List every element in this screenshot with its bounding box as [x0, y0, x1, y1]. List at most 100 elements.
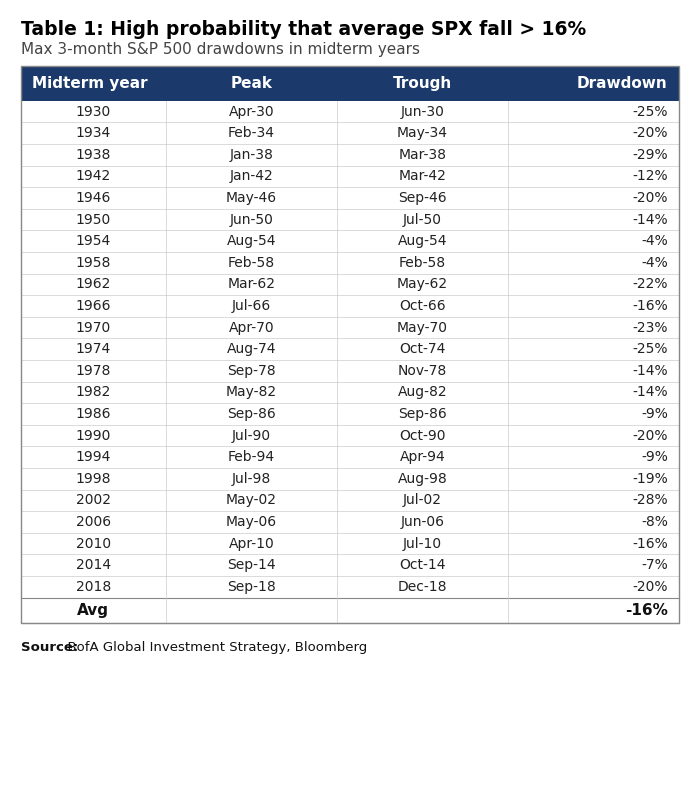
Text: Jun-50: Jun-50 — [230, 213, 273, 226]
Bar — [21, 446, 679, 468]
Text: Jun-06: Jun-06 — [400, 515, 444, 529]
Text: -22%: -22% — [632, 278, 668, 291]
Text: Sep-86: Sep-86 — [227, 407, 276, 421]
Text: Mar-42: Mar-42 — [398, 170, 447, 183]
Text: 1990: 1990 — [76, 429, 111, 442]
Text: Jul-10: Jul-10 — [402, 537, 442, 550]
Bar — [21, 274, 679, 295]
Text: May-46: May-46 — [225, 191, 277, 205]
Text: Midterm year: Midterm year — [32, 76, 148, 90]
Text: -20%: -20% — [632, 580, 668, 594]
Text: 1978: 1978 — [76, 364, 111, 378]
Bar — [21, 252, 679, 274]
Bar — [21, 166, 679, 187]
Text: -28%: -28% — [632, 494, 668, 507]
Text: Trough: Trough — [393, 76, 452, 90]
Text: Apr-30: Apr-30 — [228, 105, 274, 118]
Text: Table 1: High probability that average SPX fall > 16%: Table 1: High probability that average S… — [21, 20, 587, 39]
Text: Jul-66: Jul-66 — [232, 299, 271, 313]
Text: Oct-66: Oct-66 — [399, 299, 446, 313]
Bar — [21, 209, 679, 230]
Text: Source:: Source: — [21, 641, 78, 654]
Text: -20%: -20% — [632, 429, 668, 442]
Text: Dec-18: Dec-18 — [398, 580, 447, 594]
Text: -7%: -7% — [641, 558, 668, 572]
Text: Aug-74: Aug-74 — [227, 342, 276, 356]
Text: Sep-46: Sep-46 — [398, 191, 447, 205]
Text: Apr-70: Apr-70 — [228, 321, 274, 334]
Text: Nov-78: Nov-78 — [398, 364, 447, 378]
Text: Aug-98: Aug-98 — [398, 472, 447, 486]
Text: 1938: 1938 — [76, 148, 111, 162]
Text: Mar-62: Mar-62 — [228, 278, 275, 291]
Bar — [21, 382, 679, 403]
Text: Oct-14: Oct-14 — [399, 558, 446, 572]
Bar — [21, 533, 679, 554]
Text: -25%: -25% — [632, 342, 668, 356]
Text: -20%: -20% — [632, 126, 668, 140]
Text: Sep-18: Sep-18 — [227, 580, 276, 594]
Text: 1958: 1958 — [76, 256, 111, 270]
Text: Max 3-month S&P 500 drawdowns in midterm years: Max 3-month S&P 500 drawdowns in midterm… — [21, 42, 420, 57]
Text: Feb-58: Feb-58 — [228, 256, 275, 270]
Text: Mar-38: Mar-38 — [398, 148, 447, 162]
Text: -19%: -19% — [632, 472, 668, 486]
Text: Jul-98: Jul-98 — [232, 472, 271, 486]
Bar — [21, 554, 679, 576]
Text: -23%: -23% — [632, 321, 668, 334]
Bar — [21, 425, 679, 446]
Bar — [21, 317, 679, 338]
Bar — [21, 230, 679, 252]
Text: -16%: -16% — [632, 537, 668, 550]
Text: 1962: 1962 — [76, 278, 111, 291]
Text: Jan-38: Jan-38 — [230, 148, 273, 162]
Text: BofA Global Investment Strategy, Bloomberg: BofA Global Investment Strategy, Bloombe… — [60, 641, 368, 654]
Text: Oct-74: Oct-74 — [399, 342, 446, 356]
Text: 2002: 2002 — [76, 494, 111, 507]
Text: 1986: 1986 — [76, 407, 111, 421]
Text: May-82: May-82 — [225, 386, 277, 399]
Bar — [21, 598, 679, 623]
Text: -25%: -25% — [632, 105, 668, 118]
Text: Oct-90: Oct-90 — [399, 429, 446, 442]
Text: Apr-94: Apr-94 — [400, 450, 445, 464]
Bar — [21, 122, 679, 144]
Text: -9%: -9% — [641, 407, 668, 421]
Text: 1942: 1942 — [76, 170, 111, 183]
Text: May-34: May-34 — [397, 126, 448, 140]
Text: 1950: 1950 — [76, 213, 111, 226]
Bar — [21, 101, 679, 122]
Text: Jul-02: Jul-02 — [403, 494, 442, 507]
Text: Jul-50: Jul-50 — [403, 213, 442, 226]
Text: 1970: 1970 — [76, 321, 111, 334]
Text: Jul-90: Jul-90 — [232, 429, 271, 442]
Text: 1966: 1966 — [76, 299, 111, 313]
Text: -14%: -14% — [632, 386, 668, 399]
Bar — [21, 490, 679, 511]
Bar — [21, 511, 679, 533]
Text: -16%: -16% — [625, 603, 668, 618]
Text: 1946: 1946 — [76, 191, 111, 205]
Bar — [21, 66, 679, 623]
Text: Aug-82: Aug-82 — [398, 386, 447, 399]
Text: May-62: May-62 — [397, 278, 448, 291]
Text: -29%: -29% — [632, 148, 668, 162]
Text: -4%: -4% — [641, 256, 668, 270]
Text: -8%: -8% — [641, 515, 668, 529]
Text: 1982: 1982 — [76, 386, 111, 399]
Text: Aug-54: Aug-54 — [398, 234, 447, 248]
Text: 2010: 2010 — [76, 537, 111, 550]
Text: 1930: 1930 — [76, 105, 111, 118]
Text: 2014: 2014 — [76, 558, 111, 572]
Bar — [21, 468, 679, 490]
Text: Jun-30: Jun-30 — [400, 105, 444, 118]
Text: Peak: Peak — [230, 76, 272, 90]
Text: Feb-58: Feb-58 — [399, 256, 446, 270]
Text: 2018: 2018 — [76, 580, 111, 594]
Text: 1954: 1954 — [76, 234, 111, 248]
Text: May-70: May-70 — [397, 321, 448, 334]
Text: 2006: 2006 — [76, 515, 111, 529]
Text: Sep-14: Sep-14 — [227, 558, 276, 572]
Text: -9%: -9% — [641, 450, 668, 464]
Text: Apr-10: Apr-10 — [228, 537, 274, 550]
